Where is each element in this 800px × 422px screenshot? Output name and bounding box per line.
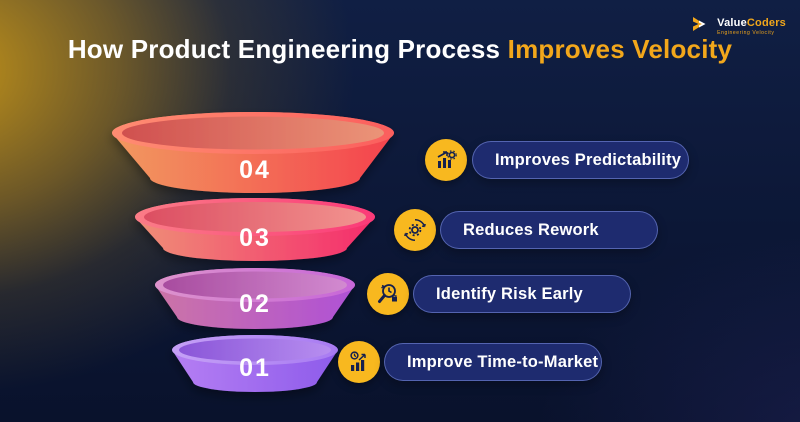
funnel-level-03-number: 03 [239,224,271,252]
funnel-level-02: 02 [155,268,355,329]
benefit-pill-improves-predictability: Improves Predictability [472,141,689,179]
benefit-pill-identify-risk-early: Identify Risk Early [413,275,631,313]
benefit-label: Reduces Rework [463,220,599,239]
page-title-white: How Product Engineering Process [67,34,508,64]
benefit-label: Improve Time-to-Market [407,352,599,371]
valuecoders-logo: ValueCoders Engineering Velocity [690,13,786,40]
gear-cycle-icon [394,209,436,251]
benefit-label: Improves Predictability [495,150,682,169]
benefit-pill-improve-time-to-market: Improve Time-to-Market [384,343,602,381]
funnel-level-01: 01 [172,335,338,392]
funnel-level-04: 04 [112,112,394,193]
page-title: How Product Engineering Process Improves… [0,34,800,65]
chart-stopwatch-icon [338,341,380,383]
benefit-pill-reduces-rework: Reduces Rework [440,211,658,249]
funnel-diagram: 04 03 02 01 [112,112,394,392]
benefit-label: Identify Risk Early [436,284,583,303]
funnel-level-01-number: 01 [239,354,271,382]
funnel-level-04-number: 04 [239,156,271,184]
funnel-level-02-number: 02 [239,290,271,318]
risk-search-icon [367,273,409,315]
logo-name: ValueCoders [717,16,786,29]
funnel-level-03: 03 [135,198,375,261]
page-title-accent: Improves Velocity [507,34,733,64]
valuecoders-logo-icon [690,13,712,40]
logo-tagline: Engineering Velocity [717,29,775,36]
growth-chart-gear-icon [425,139,467,181]
